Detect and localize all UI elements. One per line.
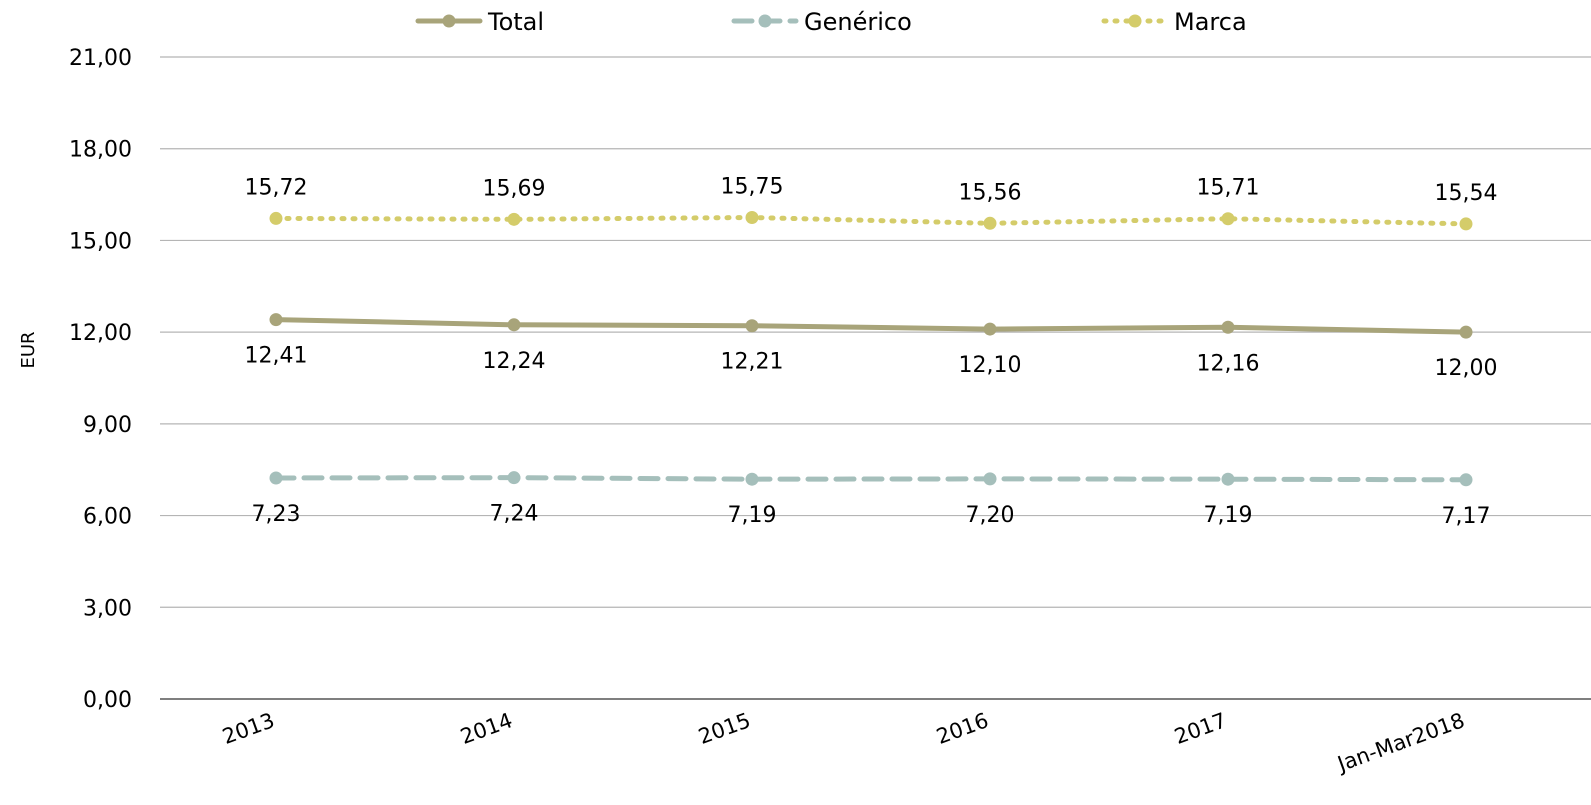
data-point — [983, 472, 997, 486]
data-point — [745, 472, 759, 486]
data-point — [269, 211, 283, 225]
data-point — [269, 471, 283, 485]
data-labels: 12,41 12,24 12,21 12,10 12,16 12,00 7,23 7,24 7,… — [245, 175, 1498, 529]
data-point — [507, 471, 521, 485]
x-tick-label: 2017 — [1171, 708, 1229, 749]
data-label: 15,54 — [1435, 181, 1498, 206]
legend-marker — [758, 14, 772, 28]
data-label: 15,56 — [959, 180, 1022, 205]
data-point — [507, 318, 521, 332]
y-tick-label: 0,00 — [83, 688, 132, 713]
y-axis-title-group: EUR — [18, 331, 39, 368]
x-axis-ticks: 2013 2014 2015 2016 2017 Jan-Mar2018 — [219, 708, 1467, 777]
data-point — [1459, 325, 1473, 339]
x-tick-label: 2016 — [933, 708, 991, 749]
legend-label: Genérico — [804, 8, 912, 36]
data-point — [1459, 473, 1473, 487]
y-tick-label: 15,00 — [69, 229, 132, 254]
data-point — [983, 216, 997, 230]
data-label: 7,19 — [1204, 503, 1253, 528]
data-label: 12,16 — [1197, 351, 1260, 376]
data-label: 15,72 — [245, 175, 308, 200]
y-tick-label: 18,00 — [69, 138, 132, 163]
data-label: 15,71 — [1197, 176, 1260, 201]
data-point — [1221, 472, 1235, 486]
y-tick-label: 6,00 — [83, 505, 132, 530]
grid-lines — [160, 56, 1591, 700]
legend-label: Total — [487, 8, 544, 36]
data-point — [507, 212, 521, 226]
y-tick-label: 9,00 — [83, 413, 132, 438]
data-label: 7,24 — [490, 502, 539, 527]
data-label: 12,41 — [245, 344, 308, 369]
data-label: 12,21 — [721, 350, 784, 375]
y-tick-label: 21,00 — [69, 46, 132, 71]
x-tick-label: 2013 — [219, 708, 277, 749]
y-tick-label: 12,00 — [69, 321, 132, 346]
legend-marker — [442, 14, 456, 28]
data-point — [1221, 320, 1235, 334]
data-point — [269, 313, 283, 327]
data-label: 15,69 — [483, 176, 546, 201]
chart-legend: Total Genérico Marca — [415, 8, 1247, 36]
x-tick-label: 2015 — [695, 708, 753, 749]
data-label: 12,24 — [483, 349, 546, 374]
series-line-total — [273, 317, 1469, 335]
data-point — [1221, 212, 1235, 226]
y-tick-label: 3,00 — [83, 596, 132, 621]
x-tick-label: 2014 — [457, 708, 515, 749]
series-lines — [269, 211, 1473, 487]
data-point — [745, 211, 759, 224]
data-label: 7,20 — [966, 503, 1015, 528]
y-axis-title: EUR — [18, 331, 39, 368]
data-label: 7,23 — [252, 502, 301, 527]
data-point — [745, 319, 759, 333]
x-tick-label: Jan-Mar2018 — [1333, 708, 1468, 777]
y-axis-ticks: 0,00 3,00 6,00 9,00 12,00 15,00 18,00 21,00 — [69, 46, 132, 713]
legend-label: Marca — [1174, 8, 1247, 36]
data-point — [983, 322, 997, 336]
data-label: 12,00 — [1435, 356, 1498, 381]
data-point — [1459, 217, 1473, 231]
series-line-generico — [273, 475, 1469, 483]
data-label: 7,17 — [1442, 504, 1491, 529]
legend-marker — [1128, 14, 1142, 28]
series-line-marca — [273, 215, 1469, 227]
data-label: 12,10 — [959, 353, 1022, 378]
data-label: 15,75 — [721, 175, 784, 200]
data-label: 7,19 — [728, 503, 777, 528]
